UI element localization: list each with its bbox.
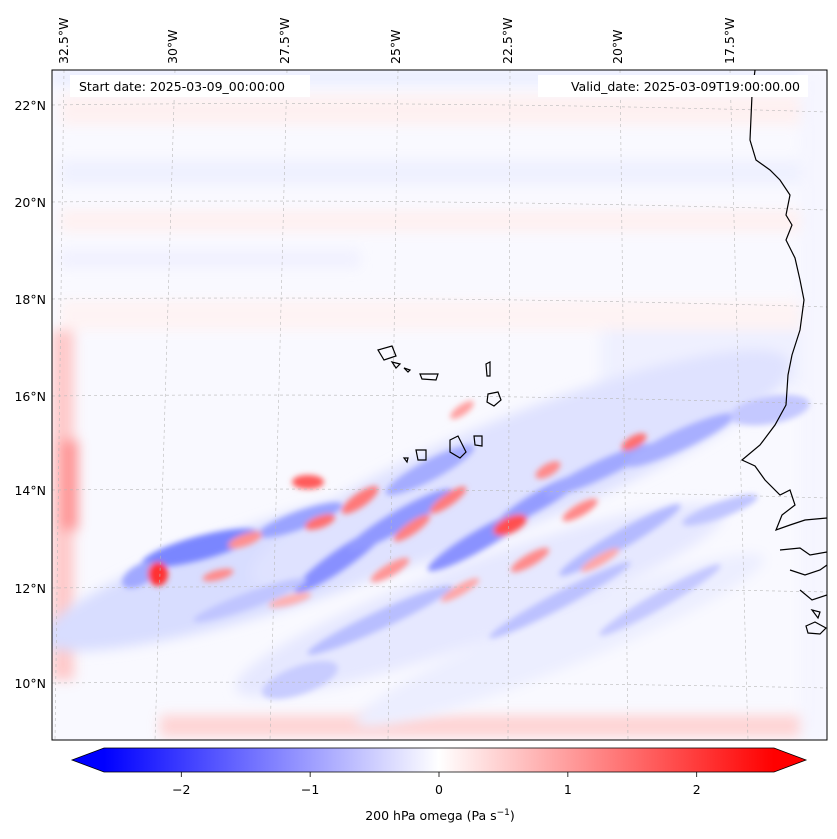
lat-tick: 10°N xyxy=(14,676,46,691)
colorbar-tick-label: −1 xyxy=(301,782,319,797)
lat-tick: 22°N xyxy=(14,98,46,113)
colorbar-label: 200 hPa omega (Pa s−1) xyxy=(365,808,515,823)
lon-tick: 17.5°W xyxy=(722,18,737,64)
valid-date-box xyxy=(538,75,808,97)
colorbar: −2 −1 0 1 2 200 hPa omega (Pa s−1) xyxy=(70,747,808,823)
start-date-box xyxy=(70,75,310,97)
lat-tick: 16°N xyxy=(14,389,46,404)
colorbar-gradient xyxy=(104,748,774,772)
latitude-ticks: 22°N 20°N 18°N 16°N 14°N 12°N 10°N xyxy=(14,98,46,691)
start-date-label: Start date: 2025-03-09_00:00:00 xyxy=(79,79,285,94)
colorbar-tick-label: −2 xyxy=(172,782,190,797)
lon-tick: 25°W xyxy=(388,29,403,64)
lat-tick: 12°N xyxy=(14,581,46,596)
lon-tick: 30°W xyxy=(165,29,180,64)
colorbar-tick-label: 1 xyxy=(564,782,572,797)
map-frame xyxy=(51,69,828,741)
colorbar-tick-label: 2 xyxy=(693,782,701,797)
valid-date-label: Valid_date: 2025-03-09T19:00:00.00 xyxy=(571,79,800,94)
colorbar-ticks: −2 −1 0 1 2 xyxy=(172,772,701,797)
lon-tick: 27.5°W xyxy=(277,18,292,64)
omega-field xyxy=(52,70,827,740)
coastline xyxy=(377,70,827,635)
omega-cells xyxy=(121,394,810,699)
lat-tick: 14°N xyxy=(14,483,46,498)
lat-tick: 18°N xyxy=(14,292,46,307)
lat-tick: 20°N xyxy=(14,195,46,210)
lon-tick: 20°W xyxy=(610,29,625,64)
lon-tick: 22.5°W xyxy=(500,18,515,64)
colorbar-max-arrow xyxy=(774,748,806,772)
colorbar-tick-label: 0 xyxy=(435,782,443,797)
graticule xyxy=(52,70,827,740)
lon-tick: 32.5°W xyxy=(56,18,71,64)
longitude-ticks: 32.5°W 30°W 27.5°W 25°W 22.5°W 20°W 17.5… xyxy=(56,18,737,64)
colorbar-min-arrow xyxy=(72,748,104,772)
